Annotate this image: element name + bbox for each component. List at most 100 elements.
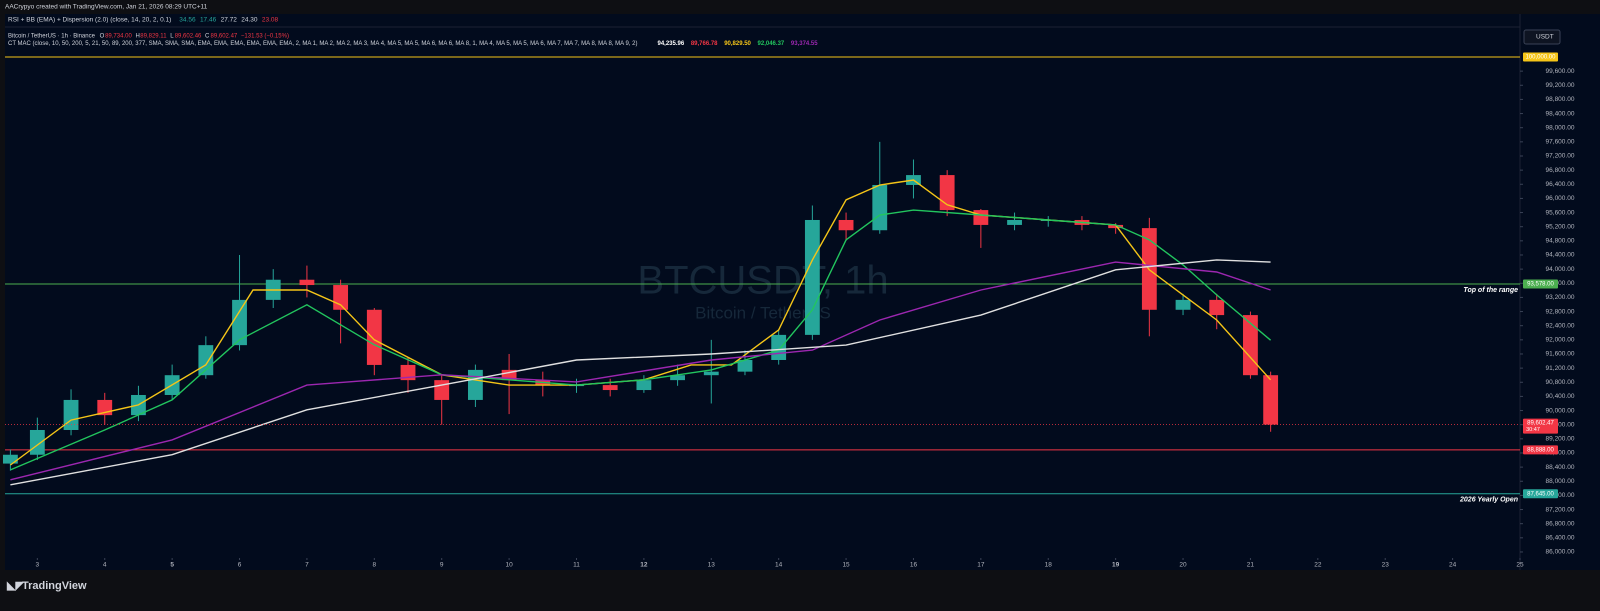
y-tick-label: 86,000.00 [1546, 549, 1575, 556]
x-tick-label: 25 [1516, 562, 1524, 569]
mac-value: 92,046.37 [758, 41, 785, 47]
y-tick-label: 92,000.00 [1546, 337, 1575, 344]
x-tick-label: 11 [573, 562, 580, 569]
rsi-value: 34.56 [179, 17, 196, 24]
level-name: 2026 Yearly Open [1459, 497, 1518, 504]
currency-box[interactable] [1523, 29, 1561, 45]
rsi-value: 24.30 [241, 17, 258, 24]
mac-value: 90,829.50 [724, 41, 751, 47]
candle-body [63, 399, 79, 430]
symbol: Bitcoin / TetherUS · 1h · Binance [8, 34, 96, 40]
level-label: 87,645.00 [1527, 491, 1554, 497]
watermark: BTCUSDT, 1h [637, 259, 888, 303]
mac-value: 93,374.55 [791, 41, 818, 47]
x-tick-label: 17 [977, 562, 985, 569]
candle-body [1108, 224, 1124, 229]
logo: TradingView [22, 580, 87, 592]
y-tick-label: 92,400.00 [1546, 322, 1575, 329]
currency[interactable]: USDT [1536, 34, 1554, 41]
y-tick-label: 95,200.00 [1546, 223, 1575, 230]
x-tick-label: 8 [373, 562, 377, 569]
candle-body [366, 309, 382, 365]
y-tick-label: 86,800.00 [1546, 520, 1575, 527]
y-tick-label: 98,400.00 [1546, 110, 1575, 117]
y-tick-label: 88,400.00 [1546, 464, 1575, 471]
candle-body [1263, 375, 1279, 425]
y-tick-label: 88,800.00 [1546, 450, 1575, 457]
x-tick-label: 23 [1382, 562, 1390, 569]
candle-body [232, 299, 247, 346]
logo-mark: ◣◤ [6, 580, 24, 592]
candle-body [467, 369, 483, 400]
plot-background [5, 14, 1520, 570]
currency-button[interactable]: USDT [1523, 29, 1561, 45]
y-tick-label: 98,800.00 [1546, 96, 1575, 103]
credit: AACrypyo created with TradingView.com, J… [5, 4, 208, 11]
y-tick-label: 96,800.00 [1546, 167, 1575, 174]
x-tick-label: 15 [842, 562, 850, 569]
candle-body [1007, 219, 1022, 225]
candle-body [973, 210, 989, 225]
y-tick-label: 98,000.00 [1546, 124, 1575, 131]
y-tick-label: 93,600.00 [1546, 280, 1575, 287]
ohlc-value: 89,602.46 [175, 34, 202, 40]
candle-body [670, 375, 685, 381]
candle-body [299, 279, 315, 286]
last-price-box [1523, 418, 1558, 434]
level-label: 100,000.00 [1525, 55, 1556, 61]
x-tick-label: 12 [640, 562, 648, 569]
level-label-box [1523, 52, 1558, 62]
y-tick-label: 94,000.00 [1546, 266, 1575, 273]
x-tick-label: 24 [1449, 562, 1457, 569]
y-tick-label: 94,400.00 [1546, 252, 1575, 259]
candle-body [804, 219, 820, 335]
y-tick-label: 91,200.00 [1546, 365, 1575, 372]
y-tick-label: 91,600.00 [1546, 351, 1575, 358]
y-tick-label: 93,200.00 [1546, 294, 1575, 301]
change: −131.53 (−0.15%) [241, 34, 289, 40]
candle-body [434, 380, 450, 400]
candle-body [333, 285, 349, 310]
candle-body [703, 371, 719, 376]
y-tick-label: 86,400.00 [1546, 535, 1575, 542]
countdown: 30:47 [1526, 427, 1540, 433]
x-tick-label: 13 [708, 562, 716, 569]
ohlc-label: H [135, 34, 139, 40]
candle-body [1209, 299, 1225, 316]
y-tick-label: 97,600.00 [1546, 139, 1575, 146]
mac-title: CT MAC (close, 10, 50, 200, 5, 21, 50, 8… [8, 41, 637, 47]
candle-body [838, 219, 854, 231]
level-label: 93,578.00 [1527, 282, 1554, 288]
candle-body [2, 454, 18, 464]
level-label-box [1523, 445, 1558, 455]
x-tick-label: 6 [238, 562, 242, 569]
mac-value: 89,766.78 [691, 41, 718, 47]
candle-body [602, 385, 618, 391]
y-tick-label: 87,600.00 [1546, 492, 1575, 499]
level-label-box [1523, 279, 1558, 289]
moving-average [10, 259, 1271, 486]
candle-body [29, 429, 45, 455]
candle-body [872, 184, 888, 231]
x-tick-label: 18 [1045, 562, 1053, 569]
y-tick-label: 89,200.00 [1546, 436, 1575, 443]
candle-body [1243, 315, 1258, 376]
ohlc-value: 89,734.00 [105, 34, 132, 40]
watermark-sub: Bitcoin / TetherUS [695, 303, 831, 322]
y-tick-label: 92,800.00 [1546, 308, 1575, 315]
y-tick-label: 89,600.00 [1546, 421, 1575, 428]
ohlc-value: 89,602.47 [211, 34, 238, 40]
candle-body [737, 359, 753, 372]
rsi-value: 17.46 [200, 17, 217, 24]
y-tick-label: 94,800.00 [1546, 238, 1575, 245]
rsi-title: RSI + BB (EMA) + Dispersion (2.0) (close… [8, 17, 171, 24]
y-tick-label: 90,400.00 [1546, 393, 1575, 400]
x-tick-label: 22 [1314, 562, 1322, 569]
x-tick-label: 20 [1179, 562, 1187, 569]
moving-average [10, 261, 1271, 481]
x-tick-label: 14 [775, 562, 783, 569]
x-tick-label: 7 [305, 562, 309, 569]
level-label: 88,888.00 [1527, 447, 1554, 453]
